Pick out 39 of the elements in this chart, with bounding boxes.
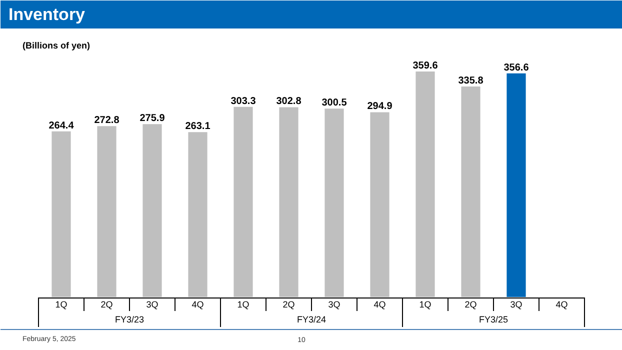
bar: [142, 124, 162, 297]
text: FY3/23: [114, 314, 144, 324]
chart-title: Inventory: [8, 5, 86, 24]
data-label: 272.8: [94, 115, 120, 126]
bar: [188, 132, 208, 297]
bar: [324, 108, 344, 297]
data-label: 263.1: [185, 121, 211, 132]
data-label: 359.6: [412, 60, 438, 72]
x-tick-label: 3Q: [146, 299, 158, 310]
x-tick-label: 1Q: [55, 299, 68, 310]
data-label: 356.6: [504, 62, 530, 74]
bar: [279, 107, 298, 297]
x-tick-label: 1Q: [419, 299, 432, 310]
data-label: 302.8: [276, 96, 302, 108]
text: FY3/25: [478, 314, 508, 324]
bar: [97, 126, 116, 297]
bar: [461, 86, 480, 297]
bar: [234, 106, 253, 297]
x-tick-label: 4Q: [374, 299, 386, 310]
data-label: 275.9: [140, 113, 166, 124]
data-label: 294.9: [367, 101, 393, 112]
x-tick-label: 3Q: [328, 299, 340, 310]
data-label: 303.3: [230, 96, 256, 107]
bar: [370, 112, 390, 297]
x-tick-label: 2Q: [464, 299, 477, 310]
x-tick-label: 1Q: [237, 299, 250, 310]
x-tick-label: 3Q: [510, 299, 522, 310]
data-label: 335.8: [458, 76, 484, 86]
x-tick-label: 4Q: [556, 299, 568, 310]
text: FY3/24: [296, 314, 326, 324]
data-label: 300.5: [322, 98, 348, 109]
chart-subtitle: (Billions of yen): [22, 40, 90, 50]
bar: [506, 73, 526, 297]
bar: [416, 72, 435, 297]
data-label: 264.4: [48, 120, 74, 132]
x-tick-label: 2Q: [282, 299, 295, 310]
bar: [52, 131, 71, 297]
x-tick-label: 4Q: [192, 299, 204, 310]
x-tick-label: 2Q: [100, 299, 113, 310]
